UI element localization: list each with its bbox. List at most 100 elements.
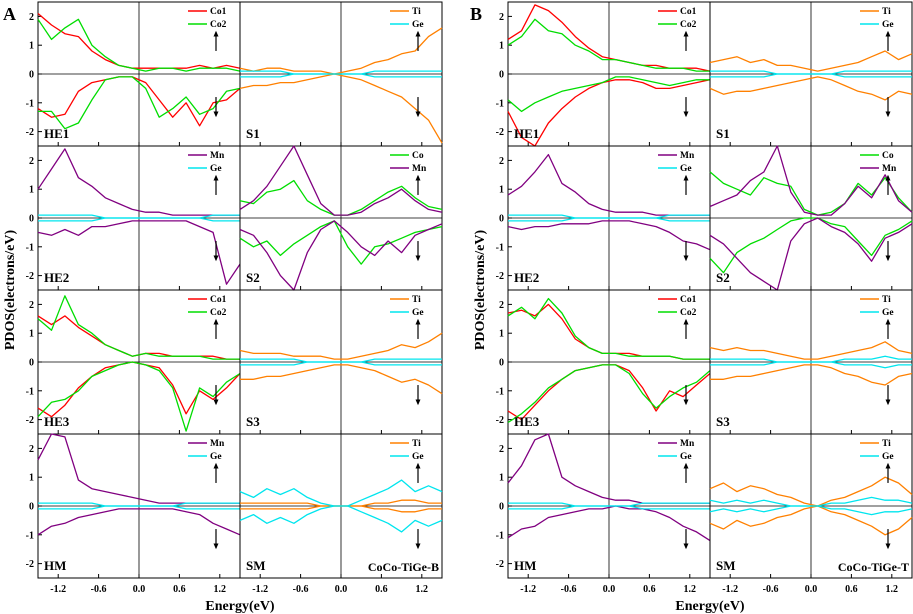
series-line-Co-down bbox=[239, 220, 443, 265]
spin-up-arrowhead-icon bbox=[213, 30, 219, 37]
spin-up-arrowhead-icon bbox=[415, 30, 421, 37]
legend-label-Mn: Mn bbox=[882, 164, 897, 174]
compound-caption: CoCo-TiGe-B bbox=[368, 560, 439, 574]
ytick-label: 2 bbox=[499, 444, 504, 455]
ytick-label: 2 bbox=[499, 12, 504, 23]
panel-label-B-S3: S3 bbox=[716, 414, 730, 429]
spin-up-arrowhead-icon bbox=[683, 318, 689, 325]
series-line-Ti-down bbox=[709, 505, 913, 536]
ytick-label: -2 bbox=[496, 415, 504, 426]
series-line-Co2-up bbox=[37, 295, 240, 360]
spin-down-arrowhead-icon bbox=[415, 255, 421, 262]
spin-down-arrowhead-icon bbox=[885, 255, 891, 262]
series-line-Mn-down bbox=[709, 217, 913, 291]
series-line-Co2-up bbox=[507, 18, 710, 72]
legend-label-Mn: Mn bbox=[412, 164, 427, 174]
xtick-label: -1.2 bbox=[252, 584, 268, 595]
panel-label-B-SM: SM bbox=[716, 558, 736, 573]
spin-up-arrowhead-icon bbox=[415, 318, 421, 325]
ytick-label: 1 bbox=[29, 185, 34, 196]
series-line-Mn-down bbox=[507, 505, 711, 542]
series-line-Ge-down bbox=[710, 361, 912, 369]
ytick-label: -1 bbox=[496, 98, 504, 109]
xtick-label: 0.0 bbox=[603, 584, 616, 595]
legend-label-Ge: Ge bbox=[412, 452, 424, 462]
legend-label-Co2: Co2 bbox=[680, 20, 697, 30]
xtick-label: 0.6 bbox=[375, 584, 388, 595]
legend-label-Ge: Ge bbox=[882, 452, 894, 462]
series-line-Co2-down bbox=[507, 364, 711, 424]
spin-up-arrowhead-icon bbox=[683, 30, 689, 37]
ytick-label: 0 bbox=[499, 214, 504, 225]
legend-label-Ti: Ti bbox=[412, 295, 421, 305]
legend-label-Co2: Co2 bbox=[680, 308, 697, 318]
ytick-label: -1 bbox=[26, 242, 34, 253]
ytick-label: 1 bbox=[29, 473, 34, 484]
ytick-label: 2 bbox=[29, 12, 34, 23]
spin-down-arrowhead-icon bbox=[213, 255, 219, 262]
panel-label-A-HE2: HE2 bbox=[44, 270, 69, 285]
series-line-Mn-down bbox=[37, 508, 241, 536]
ytick-label: -2 bbox=[26, 127, 34, 138]
legend-label-Ti: Ti bbox=[882, 7, 891, 17]
ytick-label: 2 bbox=[499, 156, 504, 167]
xtick-label: -0.6 bbox=[561, 584, 577, 595]
xtick-label: -0.6 bbox=[293, 584, 309, 595]
panel-label-B-S1: S1 bbox=[716, 126, 730, 141]
ytick-label: 0 bbox=[29, 214, 34, 225]
xtick-label: 0.0 bbox=[805, 584, 818, 595]
ytick-label: -2 bbox=[26, 271, 34, 282]
xtick-label: -1.2 bbox=[50, 584, 66, 595]
ytick-label: 2 bbox=[499, 300, 504, 311]
series-line-Ge-down bbox=[240, 73, 442, 78]
ytick-label: 0 bbox=[499, 502, 504, 513]
xtick-label: 1.2 bbox=[684, 584, 697, 595]
spin-down-arrowhead-icon bbox=[885, 399, 891, 406]
legend-label-Ti: Ti bbox=[882, 295, 891, 305]
ytick-label: -1 bbox=[496, 386, 504, 397]
panel-label-B-HE3: HE3 bbox=[514, 414, 540, 429]
series-line-Co2-down bbox=[38, 76, 241, 130]
series-line-Mn-up bbox=[37, 148, 240, 216]
series-line-Co1-down bbox=[507, 79, 711, 147]
x-axis-label: Energy(eV) bbox=[675, 599, 745, 614]
series-line-Co-down bbox=[709, 217, 913, 274]
ytick-label: 0 bbox=[29, 502, 34, 513]
series-line-Ge-down bbox=[38, 217, 240, 222]
xtick-label: -0.6 bbox=[91, 584, 107, 595]
legend-label-Ti: Ti bbox=[412, 7, 421, 17]
legend-label-Mn: Mn bbox=[210, 151, 225, 161]
ytick-label: 2 bbox=[29, 444, 34, 455]
xtick-label: -1.2 bbox=[520, 584, 536, 595]
series-line-Ti-up bbox=[709, 341, 913, 360]
xtick-label: 0.0 bbox=[133, 584, 146, 595]
xtick-label: -0.6 bbox=[763, 584, 779, 595]
spin-up-arrowhead-icon bbox=[683, 462, 689, 469]
spin-up-arrowhead-icon bbox=[683, 174, 689, 181]
series-line-Ti-up bbox=[709, 50, 913, 72]
legend-label-Mn: Mn bbox=[680, 151, 695, 161]
legend-label-Co1: Co1 bbox=[210, 7, 227, 17]
series-line-Mn-up bbox=[239, 145, 443, 216]
series-line-Ge-down bbox=[239, 505, 443, 533]
spin-up-arrowhead-icon bbox=[885, 30, 891, 37]
panel-label-A-S2: S2 bbox=[246, 270, 260, 285]
spin-up-arrowhead-icon bbox=[213, 174, 219, 181]
series-line-Ti-down bbox=[240, 364, 443, 395]
x-axis-label: Energy(eV) bbox=[205, 599, 275, 614]
xtick-label: 1.2 bbox=[416, 584, 429, 595]
ytick-label: -2 bbox=[496, 559, 504, 570]
legend-label-Ge: Ge bbox=[882, 20, 894, 30]
ytick-label: -2 bbox=[496, 127, 504, 138]
legend-label-Ge: Ge bbox=[680, 452, 692, 462]
series-line-Ti-down bbox=[710, 364, 913, 386]
xtick-label: 1.2 bbox=[214, 584, 227, 595]
series-line-Ge-down bbox=[38, 505, 240, 510]
series-line-Ge-down bbox=[240, 361, 442, 366]
legend-label-Co: Co bbox=[412, 151, 424, 161]
legend-label-Ge: Ge bbox=[210, 452, 222, 462]
xtick-label: 0.0 bbox=[335, 584, 348, 595]
xtick-label: 0.6 bbox=[845, 584, 858, 595]
panel-label-A-HE3: HE3 bbox=[44, 414, 70, 429]
